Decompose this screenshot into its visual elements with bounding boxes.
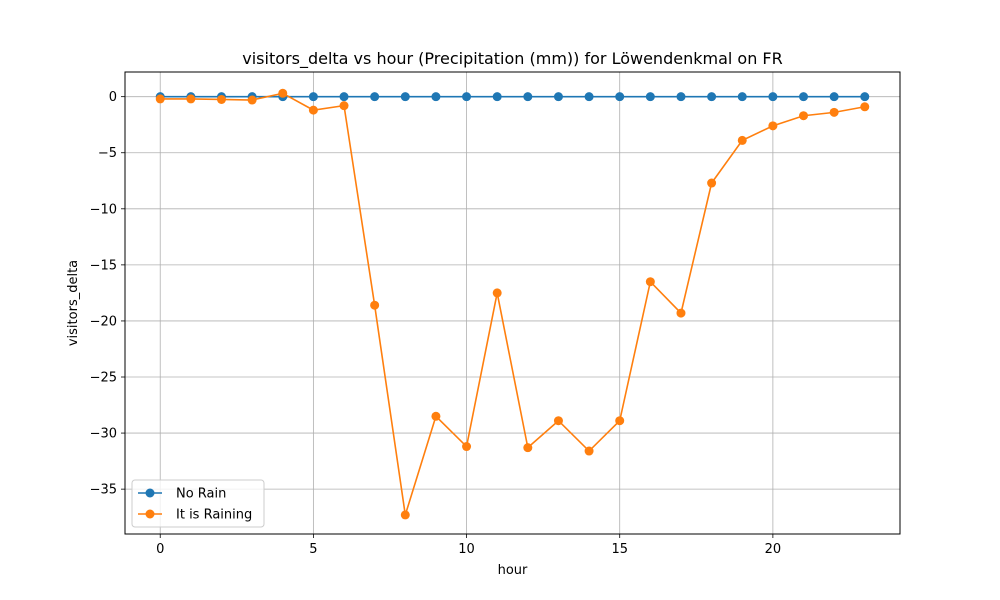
legend-entry: It is Raining [176,508,252,523]
data-point [676,92,686,102]
data-point [492,92,502,102]
data-point [216,94,226,104]
data-point [860,102,870,112]
legend-entry: No Rain [176,487,226,502]
data-point [676,308,686,318]
plot-frame [124,71,901,535]
data-point [615,92,625,102]
y-tick-label: −20 [90,314,117,329]
data-point [799,92,809,102]
data-point [768,92,778,102]
data-point [829,92,839,102]
data-point [523,92,533,102]
data-point [860,92,870,102]
data-point [553,416,563,426]
chart-title: visitors_delta vs hour (Precipitation (m… [242,49,782,69]
data-point [707,178,717,188]
y-tick-label: −15 [90,258,117,273]
series-lines [155,88,870,520]
legend-marker [145,509,155,519]
data-point [584,446,594,456]
data-point [462,92,472,102]
y-tick-label: −5 [98,146,117,161]
data-point [645,277,655,287]
series-1 [155,88,870,520]
x-tick-label: 15 [611,542,628,557]
data-point [707,92,717,102]
y-tick-label: −30 [90,427,117,442]
series-line [160,92,865,516]
y-tick-label: −10 [90,202,117,217]
data-point [799,111,809,121]
data-point [370,300,380,310]
data-point [308,105,318,115]
data-point [186,94,196,104]
data-point [308,92,318,102]
y-tick-label: −35 [90,483,117,498]
data-point [553,92,563,102]
data-point [278,88,288,98]
data-point [339,101,349,111]
data-point [523,443,533,453]
x-tick-label: 20 [765,542,782,557]
x-tick-label: 5 [309,542,317,557]
axis-ticks: 0 5 10 15 20 0 −5 −10 −15 −20 −25 −30 −35 [90,90,782,557]
y-tick-label: −25 [90,371,117,386]
legend: No Rain It is Raining [131,479,265,528]
data-point [462,442,472,452]
data-point [768,121,778,131]
data-point [431,92,441,102]
y-axis-label: visitors_delta [66,260,81,346]
x-tick-label: 0 [156,542,164,557]
data-point [400,510,410,520]
x-tick-label: 10 [458,542,475,557]
data-point [400,92,410,102]
y-tick-label: 0 [109,90,117,105]
data-point [829,107,839,117]
data-point [431,411,441,421]
data-point [645,92,655,102]
data-point [615,416,625,426]
grid [125,72,900,534]
data-point [370,92,380,102]
x-axis-label: hour [498,563,528,578]
data-point [492,288,502,298]
data-point [737,135,747,145]
data-point [155,94,165,104]
data-point [584,92,594,102]
legend-marker [145,488,155,498]
legend-box [131,479,265,528]
data-point [247,95,257,105]
data-point [737,92,747,102]
data-point [339,92,349,102]
